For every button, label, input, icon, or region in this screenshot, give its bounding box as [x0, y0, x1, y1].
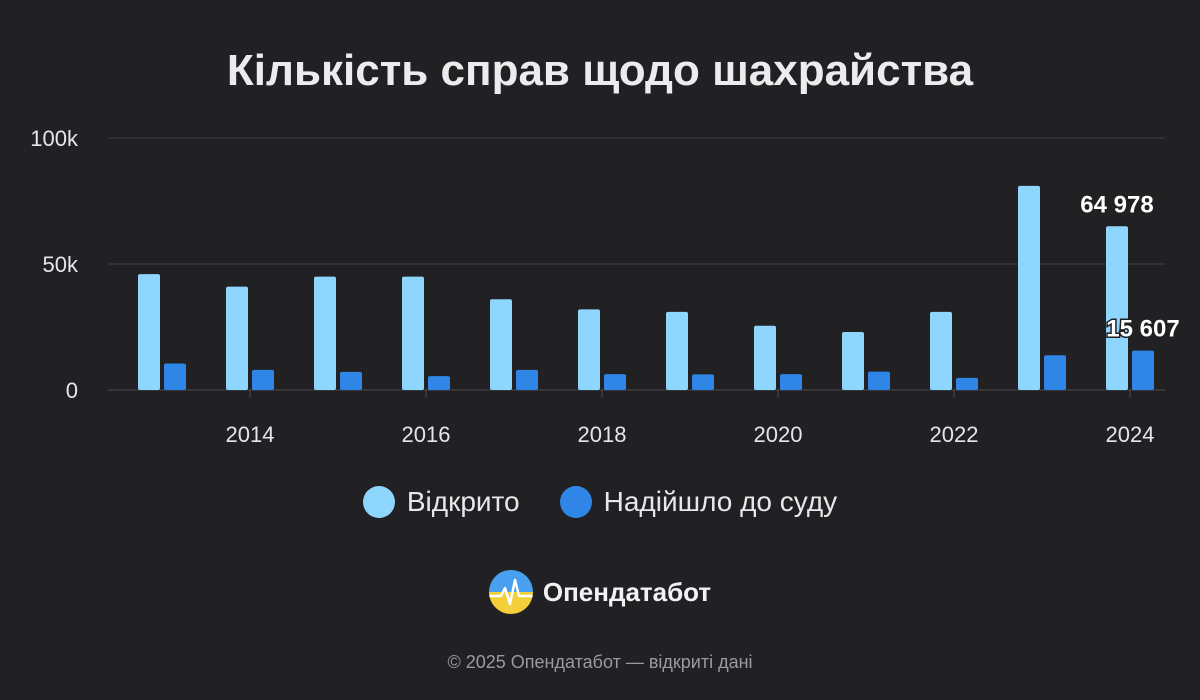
bar	[164, 363, 186, 390]
data-label: 15 607	[1106, 316, 1179, 343]
bar	[604, 374, 626, 390]
legend-swatch-to-court	[559, 486, 592, 518]
opendatabot-logo-icon	[488, 570, 533, 614]
bar	[578, 309, 600, 390]
legend-label-opened: Відкрито	[406, 486, 520, 517]
bar	[842, 332, 864, 390]
x-tick-label: 2022	[930, 422, 979, 447]
x-tick-label: 2020	[754, 422, 803, 447]
bar	[930, 311, 952, 390]
y-tick-label: 0	[66, 378, 78, 403]
y-tick-label: 50k	[43, 252, 79, 277]
bar	[252, 369, 274, 390]
bar	[868, 371, 890, 390]
bar	[340, 371, 362, 390]
bar	[516, 369, 538, 390]
brand: Опендатабот	[0, 570, 1200, 614]
bar	[226, 286, 248, 390]
legend-label-to-court: Надійшло до суду	[603, 486, 838, 517]
y-tick-label: 100k	[30, 126, 79, 151]
bar	[1044, 355, 1066, 390]
legend-item-opened[interactable]: Відкрито	[362, 486, 520, 518]
brand-name: Опендатабот	[542, 576, 712, 607]
bar	[1132, 350, 1154, 390]
footer-copyright: © 2025 Опендатабот — відкриті дані	[447, 652, 753, 672]
bar	[138, 274, 160, 390]
bar	[314, 276, 336, 390]
bar	[428, 376, 450, 390]
bar	[1106, 226, 1128, 390]
chart-legend: Відкрито Надійшло до суду	[0, 486, 1200, 518]
bar	[692, 374, 714, 390]
bar	[956, 377, 978, 390]
x-tick-label: 2014	[226, 422, 275, 447]
data-label: 64 978	[1080, 191, 1153, 218]
bar	[402, 276, 424, 390]
x-tick-label: 2018	[578, 422, 627, 447]
bar-chart: 0 50k 100k 2014 2016 2018 2020 2022 2024 64 978 15…	[30, 126, 1181, 447]
legend-item-to-court[interactable]: Надійшло до суду	[559, 486, 838, 518]
x-tick-label: 2016	[402, 422, 451, 447]
chart-title: Кількість справ щодо шахрайства	[226, 46, 974, 95]
x-tick-label: 2024	[1106, 422, 1155, 447]
bar	[1018, 185, 1040, 390]
bar	[490, 299, 512, 390]
bar	[754, 325, 776, 390]
bar	[666, 311, 688, 390]
legend-swatch-opened	[362, 486, 395, 518]
bar	[780, 374, 802, 390]
